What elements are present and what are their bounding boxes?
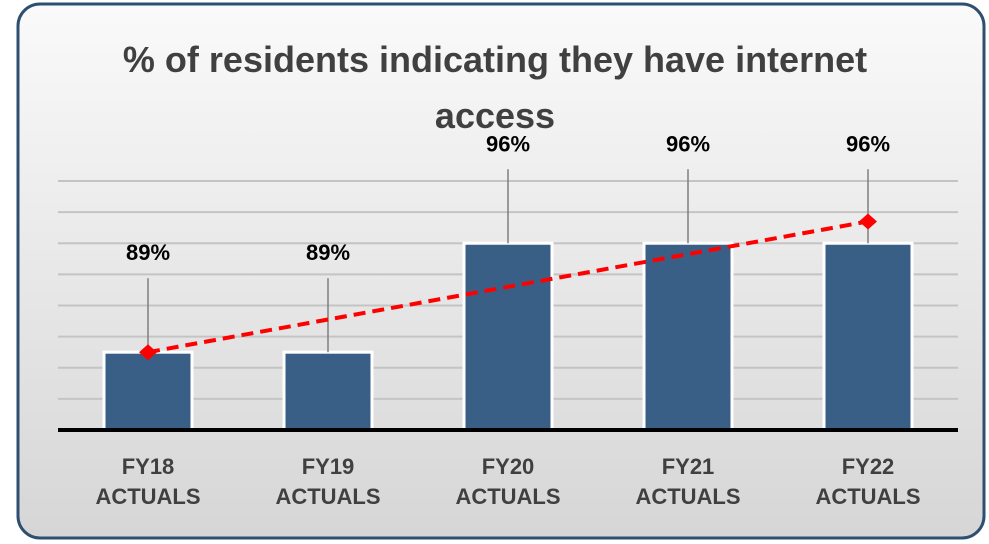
bar (282, 350, 374, 432)
x-tick-label: FY19 ACTUALS (275, 454, 381, 509)
bar (462, 241, 554, 432)
x-tick-label: FY20 ACTUALS (455, 454, 561, 509)
x-tick-label: FY18 ACTUALS (95, 454, 201, 509)
x-tick-label: FY22 ACTUALS (815, 454, 921, 509)
data-label: 89% (126, 240, 170, 265)
data-label: 96% (666, 131, 710, 156)
data-label: 96% (846, 131, 890, 156)
chart-title: % of residents indicating they have inte… (122, 39, 868, 136)
trend-marker (859, 213, 877, 230)
trendline (147, 219, 869, 355)
bar (822, 241, 914, 432)
x-tick-label: FY21 ACTUALS (635, 454, 741, 509)
data-label: 89% (306, 240, 350, 265)
bar (102, 350, 194, 432)
data-label: 96% (486, 131, 530, 156)
bar (642, 241, 734, 432)
trend-marker (139, 344, 157, 361)
